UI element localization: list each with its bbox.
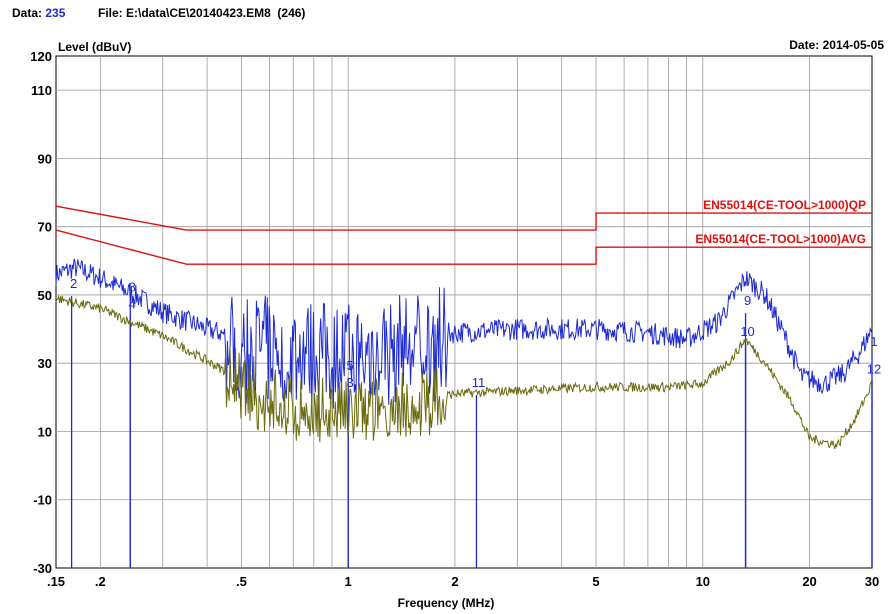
limit-label: EN55014(CE-TOOL>1000)AVG bbox=[695, 232, 866, 246]
y-tick-label: 90 bbox=[38, 151, 52, 166]
y-tick-label: 30 bbox=[38, 356, 52, 371]
y-tick-label: -10 bbox=[33, 493, 52, 508]
x-axis-label: Frequency (MHz) bbox=[397, 596, 495, 610]
limit-line bbox=[55, 205, 872, 231]
x-tick-label: 2 bbox=[451, 574, 458, 589]
trace-line bbox=[55, 294, 873, 450]
x-tick-label: .5 bbox=[236, 574, 247, 589]
marker-label: 2 bbox=[70, 276, 77, 291]
marker-label: 12 bbox=[867, 361, 881, 376]
y-axis-label: Level (dBuV) bbox=[58, 40, 131, 54]
y-tick-label: 70 bbox=[38, 220, 52, 235]
marker-label: 3 bbox=[347, 375, 354, 390]
x-tick-label: .15 bbox=[47, 574, 65, 589]
limit-label: EN55014(CE-TOOL>1000)QP bbox=[703, 198, 866, 212]
y-tick-label: 120 bbox=[30, 49, 52, 64]
marker-label: 9 bbox=[744, 293, 751, 308]
limit-line bbox=[55, 229, 872, 265]
date-label: Date: 2014-05-05 bbox=[789, 38, 884, 52]
marker-label: 5 bbox=[347, 358, 354, 373]
data-label: Data: bbox=[12, 6, 43, 20]
plot-frame bbox=[55, 55, 873, 569]
y-tick-label: 110 bbox=[31, 83, 52, 98]
data-count: Data: 235 bbox=[12, 6, 65, 20]
trace-line bbox=[55, 258, 873, 409]
file-path: File: E:\data\CE\20140423.EM8 (246) bbox=[98, 6, 306, 20]
marker-label: 11 bbox=[472, 375, 486, 390]
y-tick-label: 10 bbox=[38, 424, 52, 439]
marker-label: 1 bbox=[870, 334, 877, 349]
marker-label: 10 bbox=[740, 324, 754, 339]
x-tick-label: 10 bbox=[696, 574, 710, 589]
x-tick-label: 5 bbox=[592, 574, 599, 589]
data-value: 235 bbox=[45, 6, 66, 20]
y-tick-label: 50 bbox=[38, 288, 52, 303]
marker-label: 4 bbox=[129, 297, 136, 312]
x-tick-label: 1 bbox=[345, 574, 352, 589]
x-tick-label: 30 bbox=[865, 574, 879, 589]
y-tick-label: -30 bbox=[33, 561, 52, 576]
x-tick-label: .2 bbox=[95, 574, 106, 589]
marker-label: 8 bbox=[129, 280, 136, 295]
x-tick-label: 20 bbox=[802, 574, 816, 589]
